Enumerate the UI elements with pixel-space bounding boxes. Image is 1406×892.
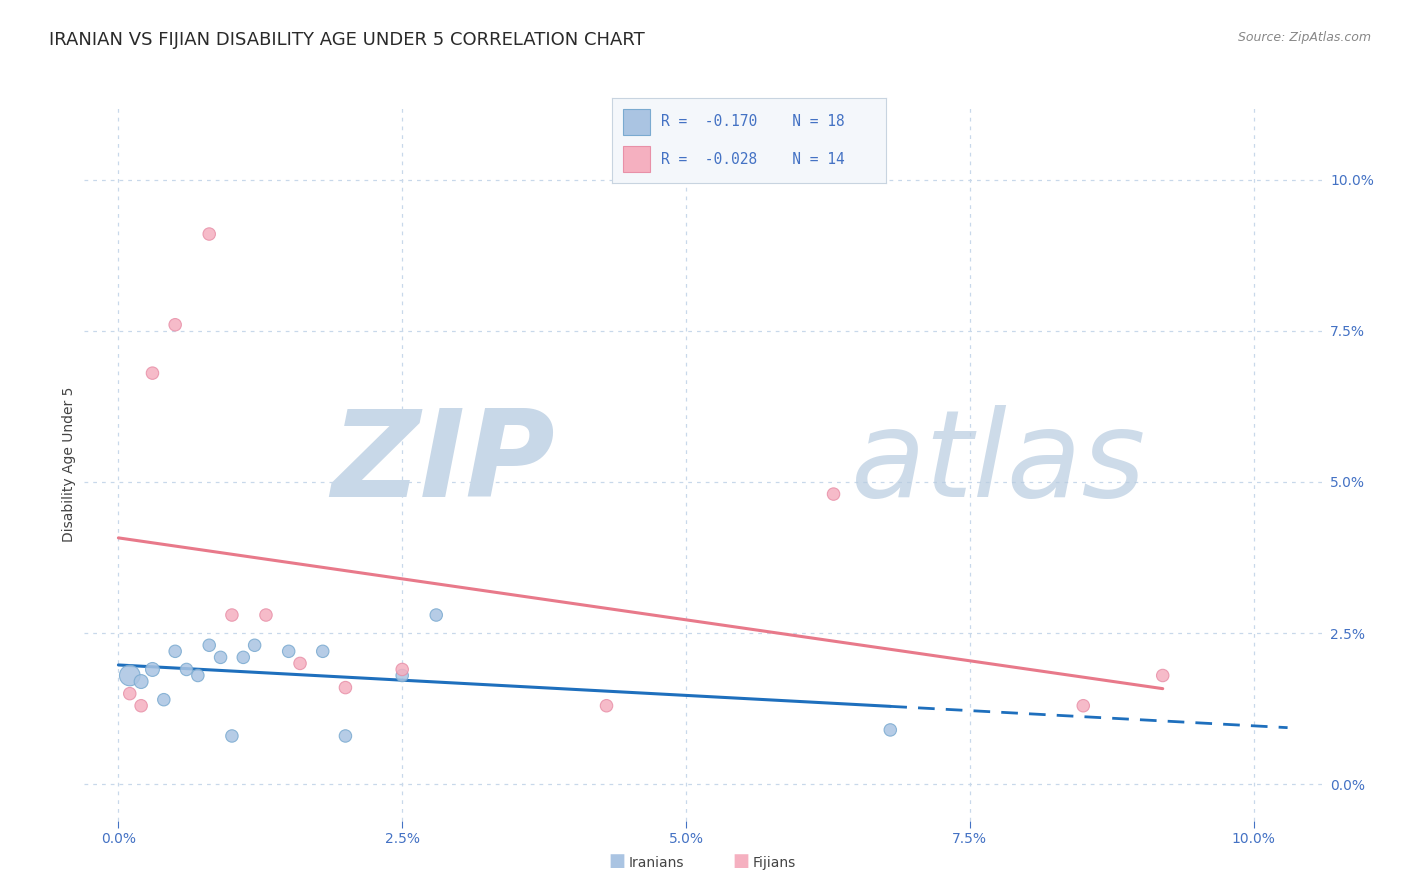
Point <box>129 698 152 713</box>
Point <box>312 644 335 658</box>
Text: ■: ■ <box>609 852 626 870</box>
Point <box>209 650 232 665</box>
Point <box>1071 698 1094 713</box>
Point <box>335 729 357 743</box>
Point <box>335 681 357 695</box>
Text: R =  -0.170    N = 18: R = -0.170 N = 18 <box>661 114 845 129</box>
Point <box>879 723 901 737</box>
Point <box>187 668 209 682</box>
Text: Fijians: Fijians <box>752 855 796 870</box>
Point <box>118 668 141 682</box>
Point <box>198 227 221 241</box>
Point <box>595 698 617 713</box>
Point <box>129 674 152 689</box>
Point <box>823 487 845 501</box>
Text: Iranians: Iranians <box>628 855 683 870</box>
Point <box>221 607 243 622</box>
Point <box>165 644 187 658</box>
Text: atlas: atlas <box>852 405 1147 523</box>
Text: R =  -0.028    N = 14: R = -0.028 N = 14 <box>661 152 845 167</box>
Text: Source: ZipAtlas.com: Source: ZipAtlas.com <box>1237 31 1371 45</box>
Point <box>391 663 413 677</box>
Bar <box>623 146 650 172</box>
Bar <box>623 109 650 135</box>
Y-axis label: Disability Age Under 5: Disability Age Under 5 <box>62 386 76 541</box>
Point <box>288 657 311 671</box>
Point <box>198 638 221 652</box>
Point <box>232 650 254 665</box>
Point <box>221 729 243 743</box>
Point <box>176 663 198 677</box>
Point <box>141 366 163 380</box>
Point <box>254 607 277 622</box>
Point <box>243 638 266 652</box>
Point <box>425 607 447 622</box>
Point <box>165 318 187 332</box>
Point <box>153 692 176 706</box>
Point <box>1152 668 1174 682</box>
Point <box>277 644 299 658</box>
Point <box>141 663 163 677</box>
Text: ■: ■ <box>733 852 749 870</box>
Point <box>118 687 141 701</box>
Text: ZIP: ZIP <box>330 405 554 523</box>
Text: IRANIAN VS FIJIAN DISABILITY AGE UNDER 5 CORRELATION CHART: IRANIAN VS FIJIAN DISABILITY AGE UNDER 5… <box>49 31 645 49</box>
Point <box>391 668 413 682</box>
